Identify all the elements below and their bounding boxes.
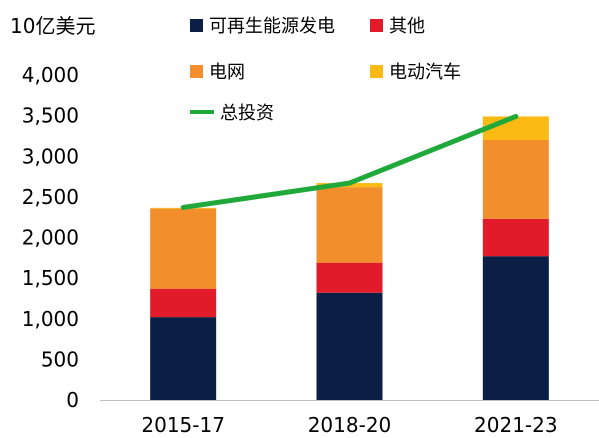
y-tick-label: 3,000: [22, 144, 79, 168]
bar-segment: [316, 292, 383, 400]
x-tick-label: 2021-23: [474, 413, 558, 437]
legend-swatch-renewable: [190, 18, 203, 32]
y-tick-label: 2,000: [22, 226, 79, 250]
y-tick-label: 2,500: [22, 185, 79, 209]
legend-label-ev: 电动汽车: [389, 62, 461, 83]
y-tick-label: 500: [41, 347, 79, 371]
y-tick-label: 1,500: [22, 266, 79, 290]
x-tick-label: 2018-20: [308, 413, 392, 437]
bar-segment: [150, 288, 217, 318]
bar-segment: [150, 208, 217, 289]
legend-swatch-other: [370, 18, 383, 32]
legend-label-total: 总投资: [220, 103, 274, 124]
legend-item-ev: 电动汽车: [370, 58, 461, 84]
legend-item-grid: 电网: [190, 58, 245, 84]
x-tick-label: 2015-17: [141, 413, 225, 437]
y-tick-label: 4,000: [22, 63, 79, 87]
total-investment-line: [180, 113, 519, 210]
legend-label-grid: 电网: [209, 62, 245, 83]
bars: [150, 116, 549, 400]
y-axis-unit-label: 10亿美元: [10, 14, 96, 38]
legend-swatch-total: [190, 110, 214, 114]
legend-item-total: 总投资: [190, 99, 274, 125]
legend-swatch-grid: [190, 64, 203, 78]
bar-segment: [482, 140, 549, 219]
bar-segment: [316, 187, 383, 263]
legend-swatch-ev: [370, 64, 383, 78]
bar-segment: [482, 218, 549, 257]
legend-label-other: 其他: [389, 16, 425, 37]
y-axis-ticks: 0 500 1,000 1,500 2,000 2,500 3,000 3,500 4,000: [22, 63, 79, 412]
legend-item-renewable: 可再生能源发电: [190, 12, 335, 38]
legend-item-other: 其他: [370, 12, 425, 38]
bar-segment: [150, 317, 217, 400]
y-tick-label: 0: [66, 388, 79, 412]
bar-segment: [316, 262, 383, 293]
y-tick-label: 3,500: [22, 104, 79, 128]
bar-segment: [482, 256, 549, 400]
x-axis-labels: 2015-17 2018-20 2021-23: [141, 413, 557, 437]
y-tick-label: 1,000: [22, 307, 79, 331]
total-line-series: [180, 113, 519, 210]
legend-label-renewable: 可再生能源发电: [209, 16, 335, 37]
